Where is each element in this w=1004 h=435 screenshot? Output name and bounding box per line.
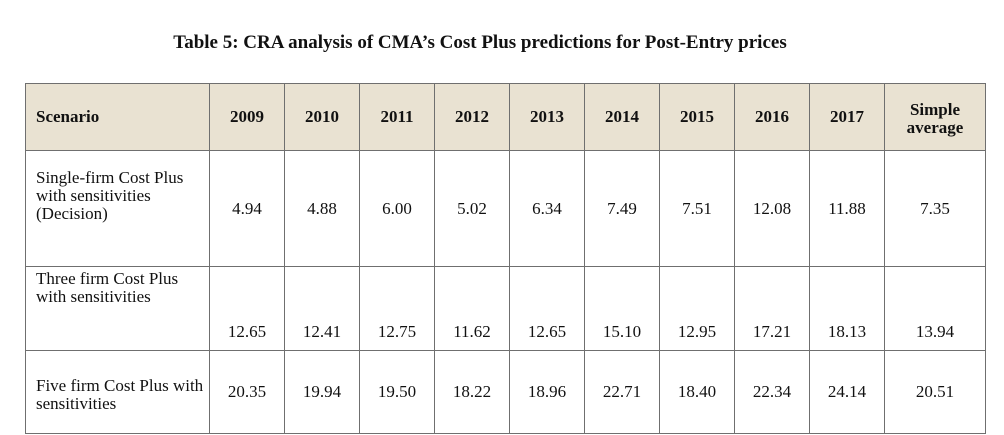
row-value: 19.50 — [359, 350, 435, 434]
row-value: 12.41 — [284, 266, 360, 351]
row-value: 4.88 — [284, 150, 360, 267]
header-row: Scenario 2009 2010 2011 2012 2013 2014 2… — [25, 83, 986, 151]
row-scenario-label: Five firm Cost Plus with sensitivities — [25, 350, 210, 434]
row-value: 18.13 — [809, 266, 885, 351]
table-row: Three firm Cost Plus with sensitivities … — [25, 266, 986, 351]
table-row: Five firm Cost Plus with sensitivities 2… — [25, 350, 986, 434]
row-value: 5.02 — [434, 150, 510, 267]
row-value: 22.34 — [734, 350, 810, 434]
row-value: 20.35 — [209, 350, 285, 434]
row-scenario-label: Single-firm Cost Plus with sensitivities… — [25, 150, 210, 267]
header-year: 2015 — [659, 83, 735, 151]
header-year: 2011 — [359, 83, 435, 151]
row-value: 7.51 — [659, 150, 735, 267]
row-value: 15.10 — [584, 266, 660, 351]
row-value: 11.62 — [434, 266, 510, 351]
header-year: 2014 — [584, 83, 660, 151]
row-scenario-label: Three firm Cost Plus with sensitivities — [25, 266, 210, 351]
header-year: 2012 — [434, 83, 510, 151]
row-average: 7.35 — [884, 150, 986, 267]
header-year: 2010 — [284, 83, 360, 151]
row-value: 18.40 — [659, 350, 735, 434]
header-year: 2016 — [734, 83, 810, 151]
row-value: 22.71 — [584, 350, 660, 434]
row-value: 12.08 — [734, 150, 810, 267]
cost-plus-table: Scenario 2009 2010 2011 2012 2013 2014 2… — [25, 83, 986, 434]
row-value: 12.75 — [359, 266, 435, 351]
row-value: 11.88 — [809, 150, 885, 267]
row-value: 18.22 — [434, 350, 510, 434]
row-average: 20.51 — [884, 350, 986, 434]
header-scenario: Scenario — [25, 83, 210, 151]
row-value: 24.14 — [809, 350, 885, 434]
table-title: Table 5: CRA analysis of CMA’s Cost Plus… — [173, 32, 787, 53]
header-year: 2009 — [209, 83, 285, 151]
header-year: 2017 — [809, 83, 885, 151]
row-average: 13.94 — [884, 266, 986, 351]
row-value: 6.34 — [509, 150, 585, 267]
row-value: 4.94 — [209, 150, 285, 267]
table-row: Single-firm Cost Plus with sensitivities… — [25, 150, 986, 267]
row-value: 12.95 — [659, 266, 735, 351]
row-value: 6.00 — [359, 150, 435, 267]
row-value: 7.49 — [584, 150, 660, 267]
header-year: 2013 — [509, 83, 585, 151]
row-value: 12.65 — [209, 266, 285, 351]
row-value: 19.94 — [284, 350, 360, 434]
row-value: 17.21 — [734, 266, 810, 351]
row-value: 18.96 — [509, 350, 585, 434]
row-value: 12.65 — [509, 266, 585, 351]
header-simple-average: Simple average — [884, 83, 986, 151]
